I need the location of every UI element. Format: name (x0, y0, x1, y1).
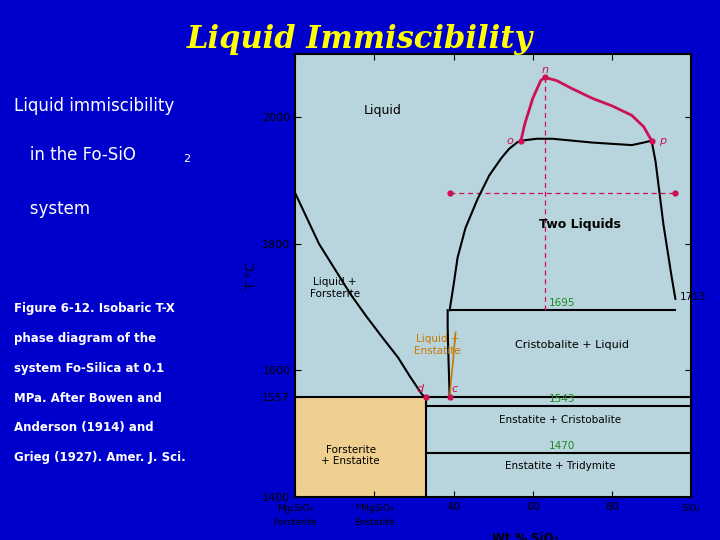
Text: Two Liquids: Two Liquids (539, 218, 621, 231)
Text: system Fo-Silica at 0.1: system Fo-Silica at 0.1 (14, 362, 165, 375)
Text: Liquid +
Forsterite: Liquid + Forsterite (310, 277, 360, 299)
Text: ²⁰MgSiO₃: ²⁰MgSiO₃ (354, 504, 395, 514)
Text: in the Fo-SiO: in the Fo-SiO (14, 146, 136, 164)
Y-axis label: T °C: T °C (245, 262, 258, 289)
Text: Figure 6-12. Isobaric T-X: Figure 6-12. Isobaric T-X (14, 302, 175, 315)
Text: Liquid: Liquid (364, 104, 401, 117)
Text: 1695: 1695 (549, 298, 575, 308)
Text: Wt.% SiO₂: Wt.% SiO₂ (492, 532, 558, 540)
Text: 1470: 1470 (549, 441, 575, 450)
Text: Liquid immiscibility: Liquid immiscibility (14, 97, 175, 115)
Text: Enstatite: Enstatite (354, 518, 395, 527)
Text: n: n (541, 65, 548, 75)
Text: Liquid +
Enstatite: Liquid + Enstatite (415, 334, 461, 356)
Text: phase diagram of the: phase diagram of the (14, 332, 156, 345)
Text: d: d (417, 384, 424, 394)
Text: o: o (506, 136, 513, 146)
Text: Forsterite
+ Enstatite: Forsterite + Enstatite (321, 445, 380, 467)
Text: Enstatite + Tridymite: Enstatite + Tridymite (505, 462, 616, 471)
Text: 2: 2 (184, 154, 191, 164)
Text: c: c (451, 384, 458, 394)
Text: 1713: 1713 (679, 292, 706, 302)
Text: Enstatite + Cristobalite: Enstatite + Cristobalite (500, 415, 621, 424)
Text: system: system (14, 200, 91, 218)
Text: Forsterite: Forsterite (274, 518, 317, 527)
Text: Anderson (1914) and: Anderson (1914) and (14, 421, 154, 434)
Text: 1543: 1543 (549, 394, 575, 404)
Text: Grieg (1927). Amer. J. Sci.: Grieg (1927). Amer. J. Sci. (14, 451, 186, 464)
Text: Cristobalite + Liquid: Cristobalite + Liquid (516, 340, 629, 350)
Text: Mg₂SiO₄: Mg₂SiO₄ (277, 504, 313, 514)
Text: Liquid Immiscibility: Liquid Immiscibility (187, 24, 533, 55)
Text: SiO₂: SiO₂ (682, 504, 701, 514)
Text: MPa. After Bowen and: MPa. After Bowen and (14, 392, 162, 404)
Bar (295, 397, 426, 497)
Text: p: p (660, 136, 667, 146)
